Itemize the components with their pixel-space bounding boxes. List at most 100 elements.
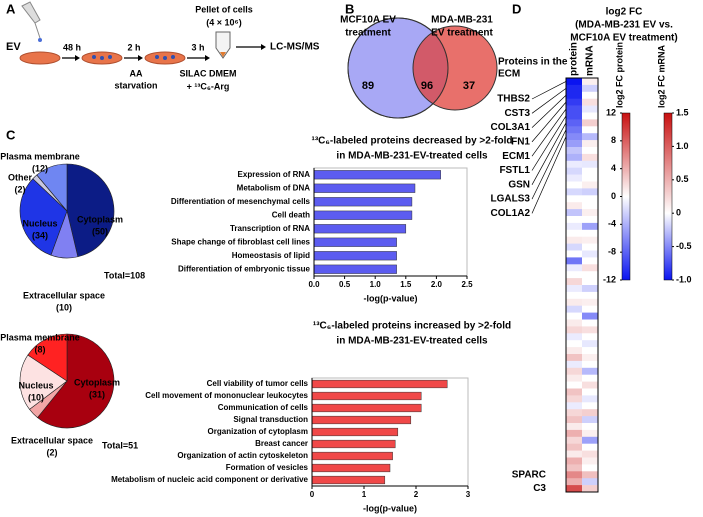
bar [311,451,393,461]
heatmap-cell [582,360,598,369]
set-name: MCF10A EV [340,15,396,26]
heatmap-cell [566,367,582,375]
heatmap-cell [566,381,582,389]
colorbar-title: log2 FC mRNA [656,44,666,108]
slice-value: (10) [28,392,44,402]
heatmap-cell [566,91,582,99]
category-label: Metabolism of DNA [237,183,311,192]
category-label: Differentiation of mesenchymal cells [171,197,311,206]
leader-line [531,81,567,100]
cells [92,55,175,60]
panel-label: A [6,1,16,16]
heatmap-cell [566,153,582,162]
heatmap-cell [566,78,582,86]
total-label: Total=108 [104,270,145,280]
slice-value: (50) [92,226,108,236]
colorbar-tick-label: 0 [611,191,616,201]
x-tick-label: 0 [310,490,315,499]
heatmap-cell [582,181,598,189]
heatmap-cell [582,264,598,272]
heatmap-cell [566,278,582,286]
heatmap-cell [566,347,582,355]
heatmap-cell [582,271,598,279]
heatmap-cell [582,278,598,286]
leader-line [531,101,567,143]
heatmap-cell [566,181,582,189]
row-label: ECM1 [502,151,530,162]
heatmap-cell [566,402,582,410]
heatmap-cell [582,229,598,237]
bar [311,379,448,389]
label: 3 h [191,42,204,52]
row-label: COL3A1 [491,122,531,133]
category-label: Breast cancer [255,439,308,448]
heatmap-cell [582,464,598,472]
leader-line [531,122,567,185]
heatmap-cell [582,257,598,265]
heatmap-cell [582,298,598,306]
set-name: EV treatment [431,28,493,39]
bar [311,415,412,425]
slice-label: Nucleus [22,218,57,228]
total-label: Total=51 [102,440,138,450]
category-label: Signal transduction [233,415,308,424]
row-label: THBS2 [497,94,530,105]
heatmap-cell [582,305,598,313]
label: AA [130,68,143,78]
heatmap-cell [566,340,582,348]
dish [19,51,61,65]
heatmap-cell [582,174,598,182]
heatmap-cell [566,126,582,134]
heatmap-cell [582,374,598,382]
slice-label: Plasma membrane [0,151,80,161]
heatmap-cell [566,195,582,203]
heatmap-cell [566,333,582,341]
x-tick-label: 0.5 [339,280,351,289]
slice-value: (8) [35,344,46,354]
heatmap-cell [582,367,598,375]
heatmap-cell [582,340,598,348]
colorbar-title: log2 FC protein [614,42,624,108]
x-tick-label: 0.0 [308,280,320,289]
drop [38,38,42,42]
heatmap-cell [582,471,598,479]
category-label: Metabolism of nucleic acid component or … [111,475,308,484]
colorbar-tick-label: -12 [603,274,616,284]
heatmap-cell [582,429,598,438]
chart-title: ¹³C₆-labeled proteins increased by >2-fo… [313,321,511,332]
category-label: Organization of cytoplasm [208,427,308,436]
heatmap-cell [566,457,582,465]
bar [313,264,397,274]
panel-label: C [6,127,16,142]
category-label: Differentiation of embryonic tissue [178,264,311,273]
bar [311,463,391,473]
heatmap-cell [566,140,582,148]
heatmap-cell [566,112,582,120]
region-count: 96 [421,80,433,92]
bar [311,403,422,413]
category-label: Shape change of fibroblast cell lines [171,237,310,246]
pipette [21,1,41,24]
heatmap-cell [582,409,598,417]
heatmap-cell [566,354,582,362]
heatmap-cell [566,471,582,479]
colorbar-tick-label: -8 [608,247,616,257]
arrow-heads [75,44,266,61]
heatmap-cell [566,326,582,334]
slice-label: Plasma membrane [0,332,80,342]
slice-label: Cytoplasm [77,214,123,224]
colorbar-tick-label: 0 [676,208,681,218]
heatmap-cell [582,388,598,396]
leader-line [531,94,567,128]
chart-title: ¹³C₆-labeled proteins decreased by >2-fo… [312,136,513,147]
category-label: Cell movement of mononuclear leukocytes [145,391,308,400]
pie-slice [19,354,68,410]
heatmap-cell [582,84,598,93]
column-label: mRNA [585,45,596,76]
category-label: Expression of RNA [238,170,311,179]
heatmap-cell [566,485,582,493]
pellet [220,52,226,57]
heatmap-cell [566,409,582,417]
heatmap-cell [582,485,598,493]
heatmap-cell [582,402,598,410]
